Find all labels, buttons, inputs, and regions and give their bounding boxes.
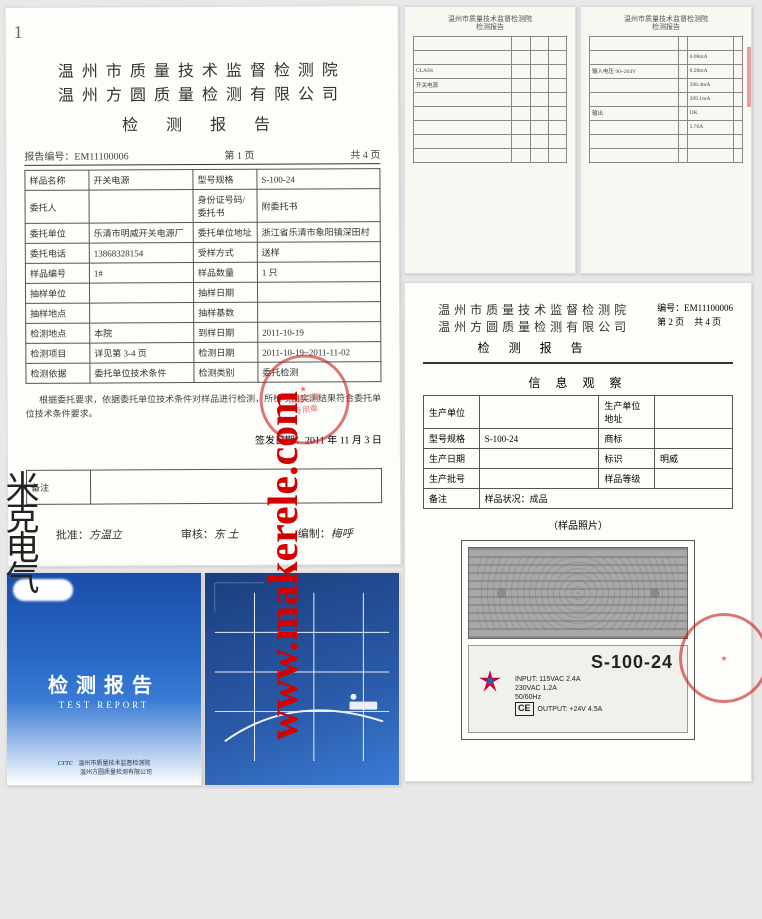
data-table: CLASS开关电源 [413,36,567,163]
org-name-2: 温州方圆质量检测有限公司 [24,80,380,106]
psu-label-image: S-100-24 INPUT: 115VAC 2.4A 230VAC 1.2A … [468,645,688,733]
table-cell: 抽样地点 [26,303,90,323]
table-cell: 1# [89,263,193,284]
report-table: 样品名称开关电源型号规格S-100-24委托人身份证号码/委托书附委托书委托单位… [24,168,381,384]
table-cell: 乐清市明威开关电源厂 [89,223,193,244]
compile-signature: 梅呼 [331,528,353,540]
table-cell: 开关电源 [89,170,193,191]
table-cell [89,303,193,324]
brand-logo-icon [477,668,503,694]
psu-input-1: INPUT: 115VAC 2.4A [515,675,681,684]
org-name-2: 温州方圆质量检测有限公司 [423,318,645,335]
cloud-decoration-icon [13,579,73,601]
psu-chassis-image [468,547,688,639]
table-cell: 委托人 [25,190,89,223]
total-pages: 共 4 页 [350,146,380,161]
table-cell: 委托单位地址 [193,222,257,242]
report-title: 检 测 报 告 [423,339,645,356]
report-no-label: 报告编号： [24,152,74,163]
table-cell: 委托单位技术条件 [90,363,194,384]
table-cell: 抽样日期 [194,282,258,302]
table-cell: 到样日期 [194,322,258,342]
table-cell: 2011-10-19 [258,322,381,343]
info-section-title: 信 息 观 察 [423,374,733,391]
table-cell: 样品名称 [25,170,89,190]
table-cell: 样品数量 [193,262,257,282]
stamp-edge-icon [747,47,751,107]
psu-model: S-100-24 [475,652,681,673]
remark-label: 备注 [26,470,90,504]
test-report-page-1: 1 温州市质量技术监督检测院 温州方圆质量检测有限公司 检 测 报 告 报告编号… [5,5,402,567]
table-cell [89,283,193,304]
review-signature: 东 土 [214,529,239,541]
cttc-logo-icon: CTTC [58,761,73,767]
table-cell: S-100-24 [257,169,380,190]
report-no: EM11100006 [684,303,733,313]
table-cell: 身份证号码/委托书 [193,189,257,222]
table-cell: 型号规格 [193,169,257,189]
mini-header: 温州市质量技术监督检测院 检测报告 [589,15,743,32]
cover-title-cn: 检测报告 [7,669,201,698]
table-cell: 附委托书 [257,189,380,223]
table-cell: 样品编号 [25,263,89,283]
cover-footer: CTTC 温州市质量技术监督检测院 温州方圆质量检测有限公司 [7,760,201,777]
table-cell: 受样方式 [193,242,257,262]
table-cell: 检测地点 [26,323,90,343]
report-cover-front: 检测报告 TEST REPORT CTTC 温州市质量技术监督检测院 温州方圆质… [6,572,202,786]
table-cell: 本院 [90,323,194,344]
test-report-page-4: 温州市质量技术监督检测院 检测报告 0.06mA输入电压 90~264V0.28… [580,6,752,274]
table-cell: 委托单位 [25,223,89,243]
mini-header: 温州市质量技术监督检测院 检测报告 [413,15,567,32]
page-indicator: 第 1 页 [224,147,254,162]
test-report-page-2: 温州市质量技术监督检测院 温州方圆质量检测有限公司 检 测 报 告 编号：EM1… [404,282,752,782]
org-name-1: 温州市质量技术监督检测院 [423,301,645,318]
psu-input-2: 230VAC 1.2A [515,684,681,693]
data-table: 0.06mA输入电压 90~264V0.28mA398.4mA399.1mA输出… [589,36,743,163]
test-report-page-3: 温州市质量技术监督检测院 检测报告 CLASS开关电源 [404,6,576,274]
table-cell: 检测日期 [194,342,258,362]
info-table: 生产单位生产单位地址型号规格S-100-24商标生产日期标识明威生产批号样品等级… [423,395,733,509]
psu-output: OUTPUT: +24V 4.5A [538,706,603,713]
photo-label: （样品照片） [423,517,733,532]
table-cell [89,190,193,224]
psu-freq: 50/60Hz [515,693,681,702]
table-cell [258,302,381,323]
location-map [205,573,399,785]
table-cell: 抽样单位 [25,283,89,303]
table-cell: 1 只 [257,262,380,283]
approve-signature: 方温立 [89,529,122,541]
report-title: 检 测 报 告 [24,110,380,136]
report-cover-back [204,572,400,786]
table-cell: 委托电话 [25,243,89,263]
table-cell [257,282,380,303]
report-meta-row: 报告编号：EM11100006 第 1 页 共 4 页 [24,144,380,166]
cover-title-en: TEST REPORT [7,700,201,710]
sample-photo: S-100-24 INPUT: 115VAC 2.4A 230VAC 1.2A … [461,540,695,740]
table-cell: 送样 [257,242,380,263]
table-cell: 检测依据 [26,363,90,383]
report-header: 温州市质量技术监督检测院 温州方圆质量检测有限公司 检 测 报 告 [24,56,380,136]
signature-row: 批准：方温立 审核：东 土 编制：梅呼 [26,525,382,543]
table-cell: 检测项目 [26,343,90,363]
table-cell: 13868328154 [89,243,193,264]
org-name-1: 温州市质量技术监督检测院 [24,56,380,82]
table-cell: 检测类别 [194,362,258,382]
report-no: EM11100006 [74,151,128,162]
table-cell: 详见第 3-4 页 [90,343,194,364]
remark-table: 备注 [26,468,382,505]
table-cell: 浙江省乐清市象阳镇深田村 [257,222,380,243]
ce-mark-icon: CE [515,702,534,716]
table-cell: 抽样基数 [194,302,258,322]
page-number-mark: 1 [14,22,23,43]
